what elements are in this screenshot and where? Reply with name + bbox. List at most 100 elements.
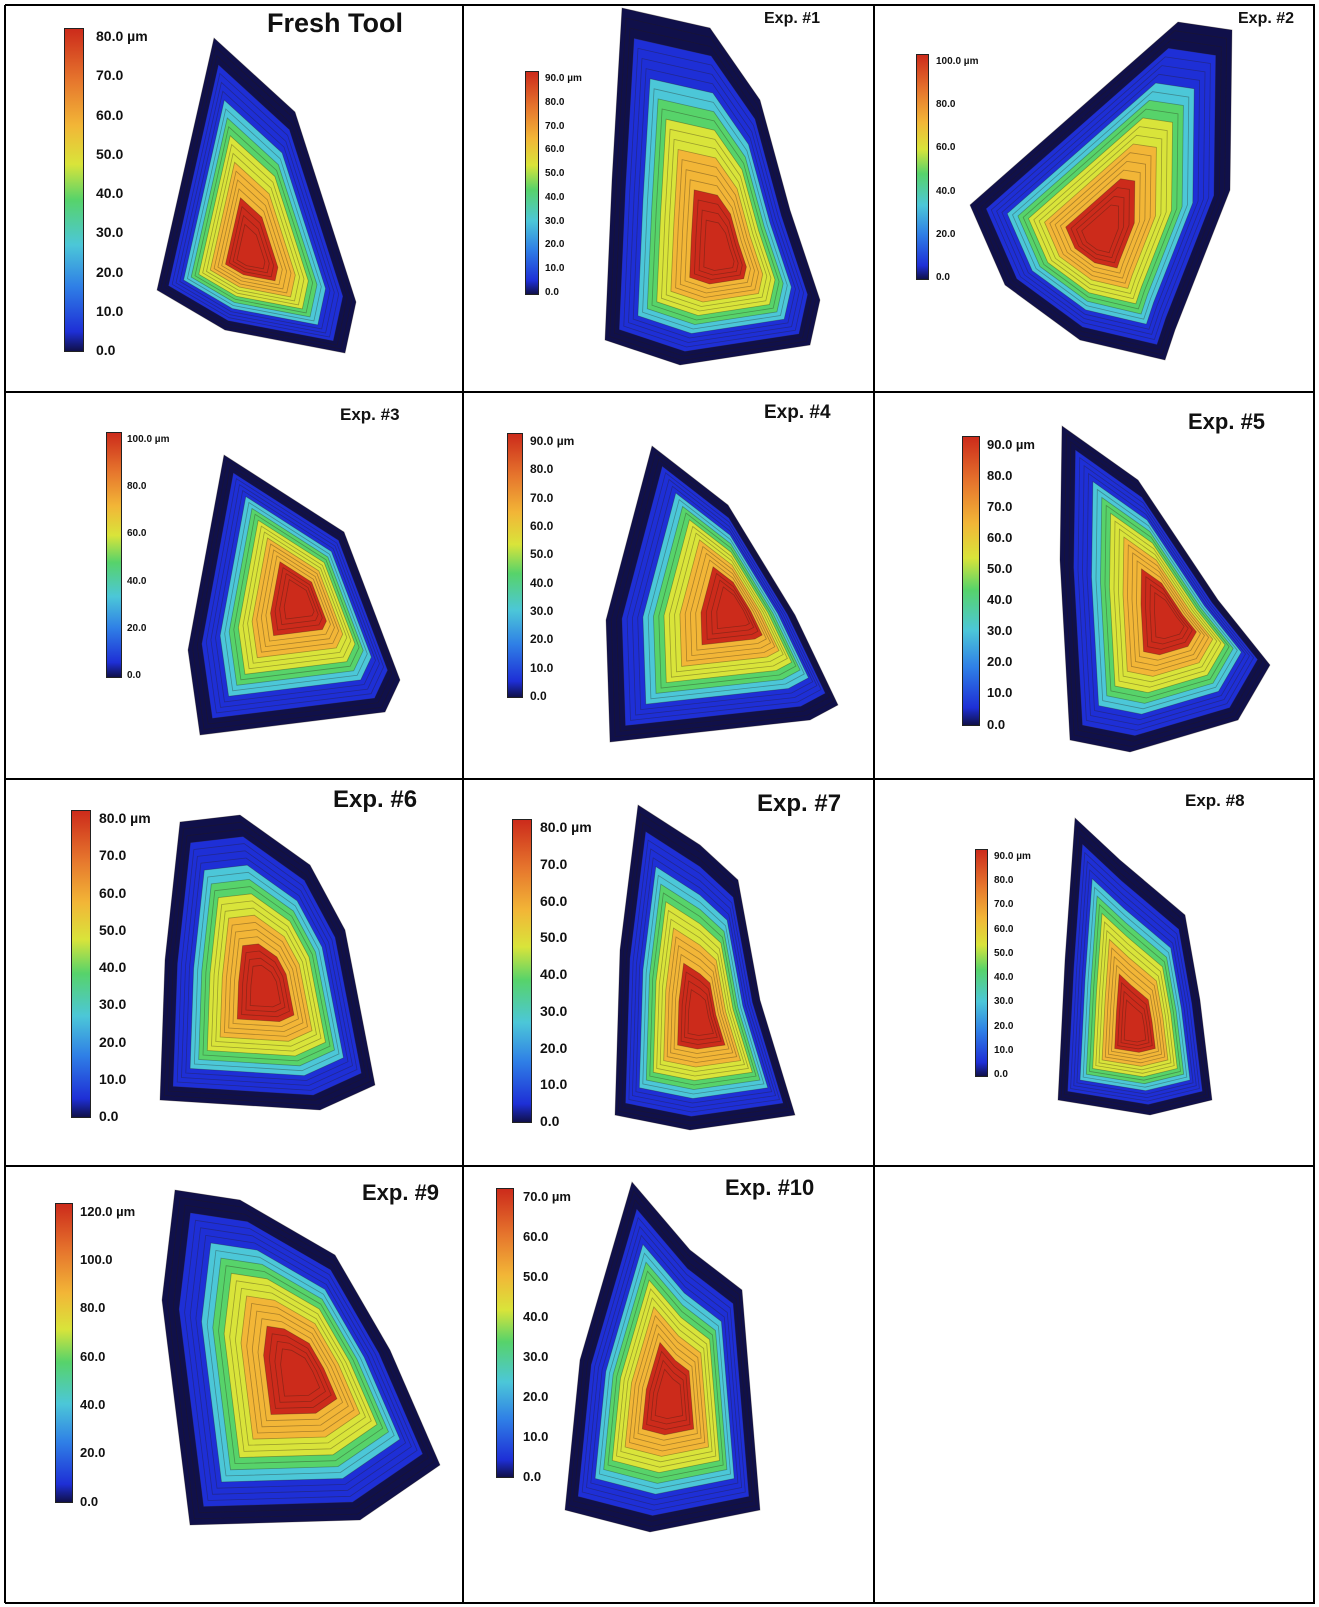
tool-surface-scan [605, 445, 839, 743]
panel-title: Exp. #9 [362, 1180, 440, 1205]
scale-tick-label: 50.0 [523, 1268, 549, 1284]
scale-tick-label: 20.0 [987, 654, 1013, 670]
scale-tick-label: 40.0 [96, 185, 124, 201]
contour-band [1154, 591, 1185, 640]
scale-tick-label: 30.0 [987, 623, 1013, 639]
scale-tick-label: 60.0 [987, 529, 1013, 545]
color-scale-bar [496, 1188, 514, 1478]
scale-tick-label: 10.0 [523, 1428, 549, 1444]
scale-tick-label: 50.0 [99, 921, 127, 938]
scale-tick-label: 30.0 [540, 1002, 568, 1019]
scale-tick-label: 0.0 [530, 689, 547, 703]
scale-tick-label: 60.0 [540, 892, 568, 909]
grid-vline [1313, 5, 1315, 1603]
scale-tick-label: 100.0 µm [127, 434, 170, 445]
scale-tick-label: 20.0 [523, 1388, 549, 1404]
scale-tick-label: 70.0 [545, 120, 565, 132]
contour-band [1123, 999, 1147, 1043]
scale-tick-label: 80.0 µm [540, 819, 592, 835]
scale-tick-label: 60.0 [523, 1228, 549, 1244]
color-scale-bar [106, 432, 122, 678]
scale-tick-label: 40.0 [540, 966, 568, 982]
panel-title: Exp. #1 [764, 10, 821, 27]
contour-band [1081, 204, 1120, 254]
scale-tick-label: 40.0 [530, 575, 554, 590]
scale-tick-label: 80.0 µm [96, 28, 148, 44]
scale-tick-label: 70.0 µm [523, 1188, 571, 1204]
scale-tick-label: 0.0 [987, 716, 1006, 732]
scale-tick-label: 60.0 [127, 528, 147, 540]
contour-band [236, 223, 266, 270]
scale-tick-label: 50.0 [994, 947, 1014, 959]
grid-hline [5, 4, 1315, 6]
scale-tick-label: 20.0 [127, 622, 147, 634]
scale-tick-label: 90.0 µm [994, 851, 1031, 862]
panel-title: Exp. #10 [725, 1175, 815, 1200]
color-scale-bar [71, 810, 91, 1118]
scale-tick-label: 0.0 [96, 342, 116, 358]
grid-vline [462, 5, 464, 1603]
scale-tick-label: 0.0 [523, 1468, 542, 1484]
panel-title: Exp. #6 [333, 786, 418, 813]
scale-tick-label: 80.0 [545, 96, 565, 108]
scale-tick-label: 30.0 [530, 604, 554, 618]
scale-tick-label: 80.0 [530, 462, 554, 477]
scale-tick-label: 0.0 [936, 272, 950, 283]
scale-tick-label: 80.0 [80, 1300, 106, 1316]
scale-tick-label: 10.0 [530, 660, 554, 675]
scale-tick-label: 70.0 [987, 498, 1013, 514]
scale-tick-label: 0.0 [80, 1493, 99, 1509]
scale-tick-label: 10.0 [545, 263, 565, 275]
scale-tick-label: 80.0 µm [99, 810, 151, 826]
scale-tick-label: 30.0 [994, 996, 1014, 1008]
panel-title: Exp. #7 [757, 790, 842, 817]
contour-band [687, 989, 714, 1036]
scale-tick-label: 10.0 [994, 1044, 1014, 1056]
scale-tick-label: 0.0 [540, 1113, 560, 1129]
scale-tick-label: 20.0 [99, 1033, 127, 1050]
scale-tick-label: 70.0 [994, 899, 1014, 911]
scale-tick-label: 10.0 [99, 1070, 127, 1087]
tool-surface-scan [156, 37, 357, 354]
contour-band [249, 964, 281, 1008]
contour-band [654, 1368, 684, 1420]
grid-hline [5, 391, 1315, 393]
scale-tick-label: 60.0 [545, 144, 565, 156]
scale-tick-label: 30.0 [545, 215, 565, 227]
contour-band [716, 586, 751, 630]
panel-title: Exp. #3 [340, 405, 400, 424]
scale-tick-label: 50.0 [987, 560, 1013, 576]
tool-surface-scan [604, 7, 821, 366]
scale-tick-label: 40.0 [545, 191, 565, 203]
tool-surface-scan [1059, 425, 1271, 753]
color-scale-bar [975, 849, 988, 1077]
tool-surface-scan [1057, 817, 1213, 1116]
scale-tick-label: 40.0 [99, 959, 127, 975]
tool-surface-scan [614, 804, 796, 1131]
color-scale-bar [55, 1203, 73, 1503]
grid-hline [5, 1165, 1315, 1167]
scale-tick-label: 70.0 [530, 490, 554, 505]
scale-tick-label: 40.0 [987, 592, 1013, 608]
scale-tick-label: 20.0 [530, 632, 554, 647]
scale-tick-label: 30.0 [523, 1348, 549, 1364]
scale-tick-label: 80.0 [994, 875, 1014, 887]
scale-tick-label: 100.0 [80, 1251, 113, 1267]
grid-vline [4, 5, 6, 1603]
scale-tick-label: 80.0 [936, 99, 956, 111]
scale-tick-label: 40.0 [127, 575, 147, 587]
panel-title: Exp. #5 [1188, 409, 1266, 434]
scale-tick-label: 80.0 [987, 467, 1013, 483]
scale-tick-label: 0.0 [99, 1108, 119, 1124]
scale-tick-label: 40.0 [994, 972, 1014, 984]
scale-tick-label: 90.0 µm [530, 434, 575, 448]
scale-tick-label: 30.0 [99, 996, 127, 1013]
scale-tick-label: 20.0 [540, 1039, 568, 1056]
tool-surface-scan [187, 454, 401, 736]
scale-tick-label: 60.0 [994, 923, 1014, 935]
scale-tick-label: 60.0 [530, 519, 554, 533]
scale-tick-label: 40.0 [523, 1308, 549, 1324]
scale-tick-label: 50.0 [530, 547, 554, 562]
scale-tick-label: 50.0 [96, 145, 124, 162]
